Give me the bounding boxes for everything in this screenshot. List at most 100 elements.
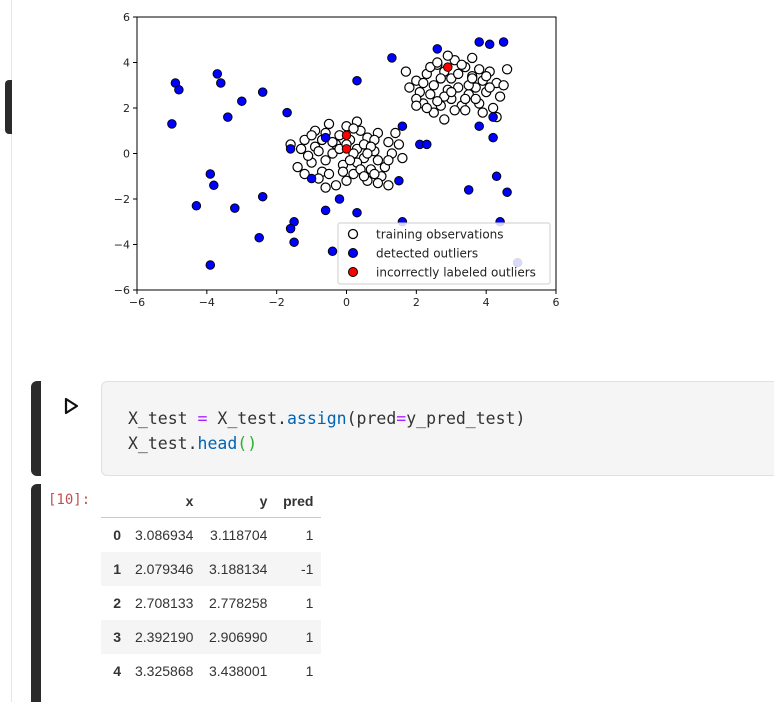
code-open-paren: ( [346,409,357,428]
training-point [400,66,412,77]
x-tick-label: −2 [269,296,285,309]
detected-outlier-point [306,173,317,184]
detected-outlier-point [502,187,512,197]
plot-ticks-layer: −6 −4 −2 0 2 4 6 6 4 2 0 −2 −4 −6 [114,11,560,309]
training-point [306,130,317,141]
cell-x: 3.086934 [135,527,194,543]
run-cell-button[interactable] [56,393,86,419]
x-tick-label: −6 [129,296,145,309]
incorrect-outlier-point [443,62,453,72]
code-text[interactable]: X_test = X_test.assign(pred=y_pred_test)… [128,406,525,456]
training-point [383,155,394,166]
y-tick-label: 2 [123,102,130,115]
detected-outlier-point [422,139,432,150]
training-point [341,175,352,186]
training-point [432,57,443,68]
training-point [299,168,310,180]
code-assign-op: = [187,409,218,428]
training-point [323,168,335,180]
training-point [390,127,401,139]
training-point [320,182,331,193]
training-point [383,136,394,148]
x-tick-label: 0 [343,296,350,309]
y-tick-label: 6 [123,11,130,24]
detected-outlier-point [387,53,397,63]
cell-pred: 1 [275,620,322,654]
table-row: 3 2.392190 2.906990 1 [101,620,322,654]
training-point [337,166,349,177]
detected-outlier-point [432,44,443,54]
detected-outlier-point [257,191,268,202]
cell-x: 2.708133 [135,595,194,611]
code-obj: X_test. [217,409,287,428]
detected-outlier-point [205,260,216,270]
training-point [411,100,422,111]
legend-box [337,222,551,285]
training-point [397,152,408,164]
detected-outlier-point [474,121,484,131]
training-point [456,59,467,71]
output-cell-border [31,484,41,702]
training-point [432,95,443,107]
detected-outlier-point [237,96,247,106]
training-point [477,107,488,118]
training-point [484,82,495,93]
detected-outlier-point [491,171,502,182]
training-point [327,136,338,148]
header-pred: pred [283,493,314,509]
cell-y: 3.118704 [210,527,268,543]
code-arg: pred [356,409,397,428]
header-index [101,485,129,518]
legend-marker-training [347,228,359,240]
legend-label-incorrect: incorrectly labeled outliers [376,266,536,280]
plot-points-layer [167,37,523,270]
scatter-plot-svg: −6 −4 −2 0 2 4 6 6 4 2 0 −2 −4 −6 training observatio… [114,11,560,309]
training-point [320,155,331,166]
detected-outlier-point [352,75,362,86]
training-point [467,52,478,64]
detected-outlier-point [212,69,223,79]
training-point [369,168,380,180]
detected-outlier-point [498,37,509,47]
training-point [295,143,307,155]
y-tick-label: −4 [114,239,130,252]
detected-outlier-point [320,132,331,143]
cell-pred: 1 [305,527,314,543]
row-index: 2 [113,595,121,611]
table-row: 1 2.079346 3.188134 -1 [101,552,322,586]
cell-y: 3.188134 [201,552,276,586]
training-point [439,114,450,125]
detected-outlier-point [488,112,498,122]
table-row: 0 3.086934 3.118704 1 [101,518,321,553]
training-point [498,80,509,91]
training-point [421,102,432,114]
detected-outlier-point [488,132,498,143]
detected-outlier-point [191,201,202,211]
training-point [313,145,324,157]
code-val: y_pred_test [406,409,516,428]
active-cell-marker [5,80,12,134]
detected-outlier-point [257,87,268,97]
detected-outlier-point [174,85,184,95]
code-arg-eq: = [396,409,407,428]
legend-label-detected: detected outliers [376,247,478,261]
training-point [446,86,457,98]
training-point [372,155,384,166]
training-point [418,77,429,89]
training-point [425,89,436,100]
training-point [383,180,394,191]
scatter-plot: −6 −4 −2 0 2 4 6 6 4 2 0 −2 −4 −6 training observatio… [100,0,580,320]
header-y: y [259,493,268,509]
training-point [487,102,499,114]
detected-outlier-point [484,39,495,50]
training-point [393,139,405,150]
detected-outlier-point [282,107,292,118]
code-editor[interactable]: X_test = X_test.assign(pred=y_pred_test)… [101,381,774,476]
training-point [292,161,303,173]
detected-outlier-point [209,180,219,191]
cell-x: 2.079346 [129,552,202,586]
cell-x: 3.325868 [135,663,194,679]
training-point [428,80,439,91]
x-tick-label: 4 [483,296,490,309]
training-point [435,73,446,84]
